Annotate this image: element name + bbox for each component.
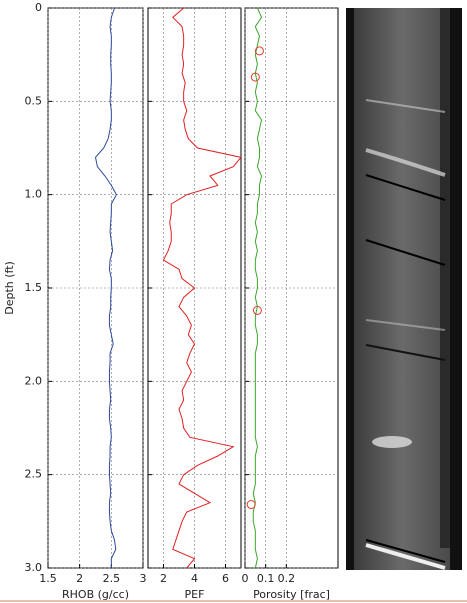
log-curve bbox=[252, 7, 263, 569]
x-tick-label: 3 bbox=[140, 572, 147, 585]
x-tick-label: 4 bbox=[191, 572, 198, 585]
y-tick-label: 2.5 bbox=[25, 468, 43, 481]
x-tick-label: 6 bbox=[222, 572, 229, 585]
x-tick-label: 0 bbox=[242, 572, 249, 585]
x-tick-label: 2 bbox=[160, 572, 167, 585]
y-axis-label: Depth (ft) bbox=[3, 261, 16, 315]
y-tick-label: 1.5 bbox=[25, 281, 43, 294]
log-curve bbox=[162, 7, 242, 569]
x-tick-label: 1.5 bbox=[39, 572, 57, 585]
x-tick-label: 2 bbox=[76, 572, 83, 585]
y-tick-label: 0 bbox=[35, 1, 42, 14]
y-tick-label: 2.0 bbox=[25, 374, 43, 387]
track-frame bbox=[47, 7, 144, 569]
x-tick-label: 0.2 bbox=[278, 572, 296, 585]
sample-marker bbox=[254, 46, 264, 56]
y-tick-label: 1.0 bbox=[25, 188, 43, 201]
sample-marker bbox=[246, 500, 256, 510]
sample-marker bbox=[252, 305, 262, 315]
ct-image bbox=[346, 8, 462, 570]
log-curve bbox=[94, 7, 117, 568]
x-tick-label: 2.5 bbox=[103, 572, 121, 585]
sample-marker bbox=[250, 72, 260, 82]
y-tick-label: 3.0 bbox=[25, 561, 43, 574]
x-tick-label: 0.1 bbox=[257, 572, 275, 585]
y-tick-label: 0.5 bbox=[25, 94, 43, 107]
x-axis-label: RHOB (g/cc) bbox=[62, 588, 129, 601]
x-axis-label: Porosity [frac] bbox=[253, 588, 330, 601]
x-axis-label: PEF bbox=[185, 588, 205, 601]
